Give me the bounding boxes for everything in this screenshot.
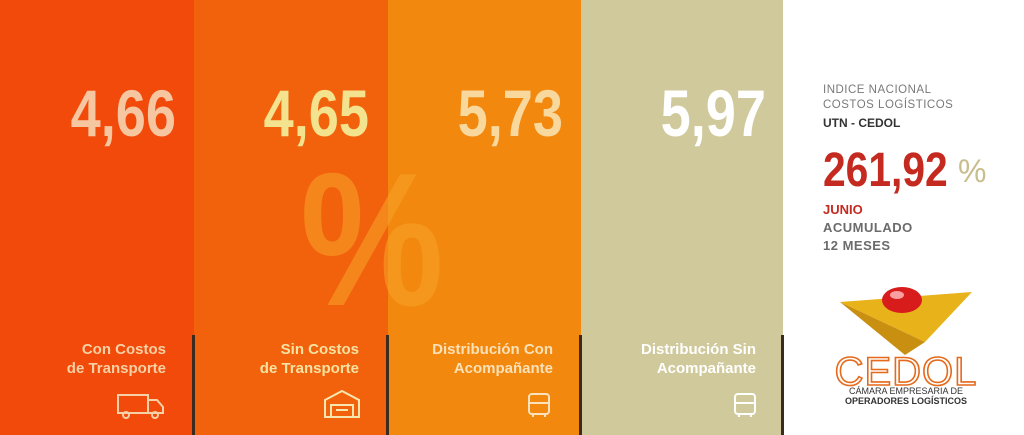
panel-background (194, 0, 388, 435)
index-title: INDICE NACIONAL (823, 84, 932, 96)
panel-background (581, 0, 783, 435)
panel-label: Acompañante (454, 360, 553, 377)
panel-value: 5,97 (661, 76, 766, 150)
logo-name: CEDOL (835, 350, 978, 394)
logo-subtitle: CÁMARA EMPRESARIA DE (849, 386, 963, 396)
divider (386, 335, 389, 435)
panel-label: Distribución Con (432, 341, 553, 358)
percent-watermark: % (300, 134, 444, 346)
logo-graphic (840, 287, 972, 355)
index-unit: % (958, 153, 986, 189)
divider (579, 335, 582, 435)
panel-value: 4,66 (71, 76, 176, 150)
bus-icon (734, 393, 756, 417)
divider (781, 335, 784, 435)
panel-background (0, 0, 194, 435)
index-value: 261,92 (823, 144, 948, 197)
panel-value: 5,73 (458, 76, 563, 150)
index-period: 12 MESES (823, 238, 891, 253)
dividers (192, 335, 784, 435)
truck-icon (117, 394, 164, 419)
panel-value: 4,65 (264, 76, 369, 150)
divider (192, 335, 195, 435)
panel-background (388, 0, 581, 435)
panel-label: Acompañante (657, 360, 756, 377)
index-period: ACUMULADO (823, 220, 913, 235)
logo-subtitle: OPERADORES LOGÍSTICOS (845, 396, 967, 406)
panel-label: Con Costos (82, 341, 166, 358)
index-source: UTN - CEDOL (823, 116, 900, 130)
panel-label: Distribución Sin (641, 341, 756, 358)
bus-icon (528, 393, 550, 417)
index-month: JUNIO (823, 202, 863, 217)
index-title: COSTOS LOGÍSTICOS (823, 98, 953, 111)
warehouse-icon (324, 389, 360, 418)
panel-label: de Transporte (67, 360, 166, 377)
panel-label: de Transporte (260, 360, 359, 377)
panel-label: Sin Costos (281, 341, 359, 358)
